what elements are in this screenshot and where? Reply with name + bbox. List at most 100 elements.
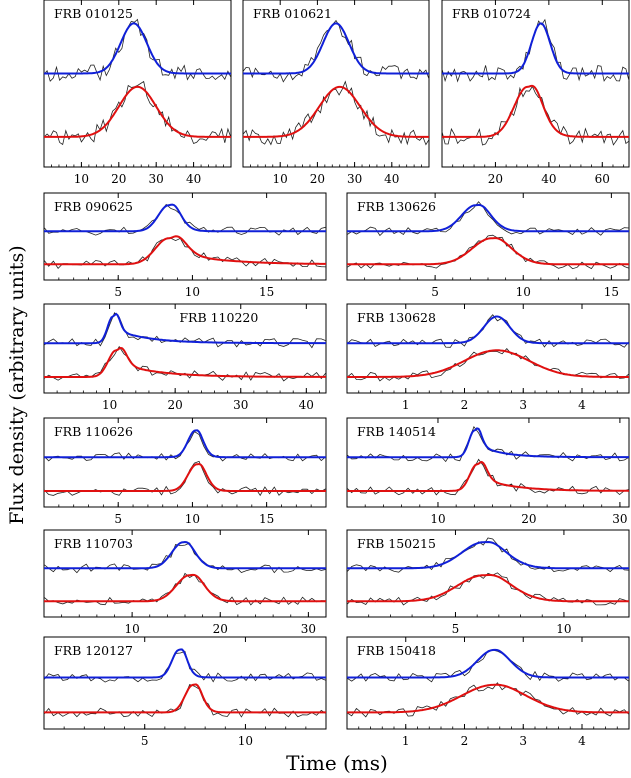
y-axis-label: Flux density (arbitrary units) <box>6 245 28 524</box>
data-trace-top <box>43 18 232 82</box>
x-tick-label: 3 <box>519 734 527 748</box>
model-fit-bottom <box>347 460 630 492</box>
panel-frb-090625: 5 10 15 FRB 090625 <box>43 192 327 299</box>
x-tick-label: 30 <box>233 398 248 412</box>
x-tick-label: 1 <box>402 734 410 748</box>
data-trace-bottom <box>346 458 630 496</box>
model-fit-top <box>347 427 629 459</box>
panel-frame <box>441 0 630 168</box>
panel-frb-010724: 20 40 60 FRB 010724 <box>441 0 630 186</box>
panel-frame <box>346 417 630 508</box>
panel-title: FRB 010621 <box>253 6 332 21</box>
model-fit-top <box>44 540 326 570</box>
x-tick-label: 5 <box>114 512 122 526</box>
model-fit-top <box>347 315 629 345</box>
data-trace-top <box>43 312 327 349</box>
model-fit-top <box>44 203 326 233</box>
x-tick-label: 20 <box>111 172 126 186</box>
panel-frb-010621: 10 20 30 40 FRB 010621 <box>242 0 430 186</box>
x-tick-label: 10 <box>185 285 200 299</box>
model-fit-bottom <box>243 85 429 138</box>
data-trace-bottom <box>242 80 430 146</box>
x-tick-label: 10 <box>238 734 253 748</box>
panel-title: FRB 010125 <box>54 6 133 21</box>
model-fit-bottom <box>442 84 629 138</box>
model-fit-bottom <box>347 237 629 266</box>
x-tick-label: 30 <box>347 172 362 186</box>
x-tick-label: 40 <box>299 398 314 412</box>
panel-frame <box>346 529 630 618</box>
model-fit-top <box>44 22 231 75</box>
x-tick-label: 5 <box>114 285 122 299</box>
panel-frb-150215: 5 10 FRB 150215 <box>346 529 630 636</box>
panel-frame <box>242 0 430 168</box>
panel-frame <box>43 0 232 168</box>
panel-title: FRB 110703 <box>54 536 133 551</box>
panel-title: FRB 130628 <box>357 310 436 325</box>
x-tick-label: 3 <box>519 398 527 412</box>
panel-frb-110626: 5 10 15 FRB 110626 <box>43 417 327 526</box>
x-tick-label: 4 <box>578 398 586 412</box>
panel-frb-110220: 10 20 30 40 FRB 110220 <box>43 303 327 412</box>
data-trace-bottom <box>43 345 327 382</box>
model-fit-top <box>44 429 326 459</box>
data-trace-top <box>43 203 327 236</box>
data-trace-top <box>346 314 630 348</box>
model-fit-top <box>44 648 326 679</box>
panel-frb-150418: 1 2 3 4 FRB 150418 <box>346 636 630 748</box>
data-trace-bottom <box>43 80 232 146</box>
model-fit-top <box>347 203 629 233</box>
panel-title: FRB 110220 <box>179 310 258 325</box>
x-tick-label: 1 <box>402 398 410 412</box>
x-tick-label: 20 <box>168 398 183 412</box>
x-tick-label: 10 <box>124 622 139 636</box>
panel-title: FRB 150215 <box>357 536 436 551</box>
model-fit-top <box>44 312 326 345</box>
data-trace-top <box>242 19 430 83</box>
x-tick-label: 60 <box>595 172 610 186</box>
panel-frb-130628: 1 2 3 4 FRB 130628 <box>346 303 630 412</box>
x-tick-label: 5 <box>431 285 439 299</box>
panel-frame <box>43 192 327 281</box>
x-axis-label: Time (ms) <box>286 751 388 775</box>
x-tick-label: 15 <box>259 285 274 299</box>
x-tick-label: 15 <box>259 512 274 526</box>
model-fit-bottom <box>44 85 231 138</box>
model-fit-bottom <box>347 574 629 603</box>
model-fit-bottom <box>44 346 326 378</box>
x-tick-label: 20 <box>310 172 325 186</box>
panel-frb-110703: 10 20 30 FRB 110703 <box>43 529 327 636</box>
model-fit-top <box>347 540 629 570</box>
panel-frb-010125: 10 20 30 40 FRB 010125 <box>43 0 232 186</box>
x-tick-label: 10 <box>273 172 288 186</box>
data-trace-top <box>43 542 327 574</box>
data-trace-bottom <box>346 572 630 606</box>
model-fit-top <box>347 648 629 679</box>
panel-frame <box>43 417 327 508</box>
model-fit-bottom <box>347 683 629 714</box>
panel-frb-130626: 5 10 15 FRB 130626 <box>346 192 630 299</box>
x-tick-label: 30 <box>149 172 164 186</box>
panel-title: FRB 110626 <box>54 424 133 439</box>
x-tick-label: 10 <box>430 512 445 526</box>
panel-frb-120127: 5 10 FRB 120127 <box>43 636 327 748</box>
data-trace-top <box>346 201 630 237</box>
x-tick-label: 10 <box>185 512 200 526</box>
panel-title: FRB 130626 <box>357 199 436 214</box>
x-tick-label: 2 <box>461 398 469 412</box>
model-fit-top <box>442 22 629 75</box>
x-tick-label: 10 <box>102 398 117 412</box>
model-fit-top <box>243 22 429 75</box>
data-trace-bottom <box>43 572 327 606</box>
model-fit-bottom <box>347 349 629 378</box>
x-tick-label: 10 <box>516 285 531 299</box>
panel-title: FRB 140514 <box>357 424 436 439</box>
model-fit-bottom <box>44 573 326 603</box>
panel-frame <box>43 303 327 394</box>
x-tick-label: 20 <box>213 622 228 636</box>
model-fit-bottom <box>44 462 326 492</box>
panel-title: FRB 150418 <box>357 643 436 658</box>
data-trace-top <box>346 537 630 573</box>
panel-title: FRB 090625 <box>54 199 133 214</box>
x-tick-label: 15 <box>604 285 619 299</box>
